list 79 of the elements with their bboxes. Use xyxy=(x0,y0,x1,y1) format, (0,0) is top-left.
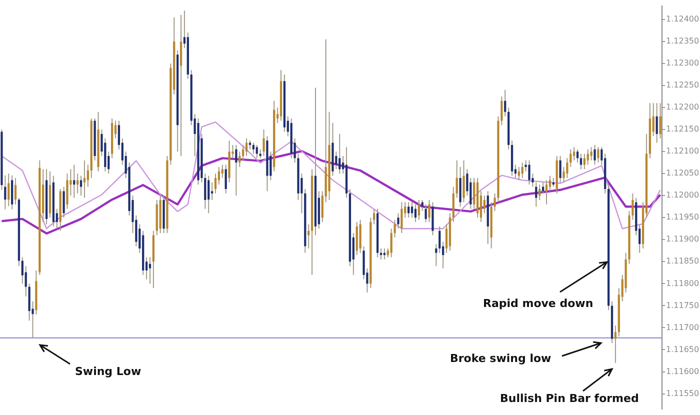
y-tick-label: 1.12250 xyxy=(666,80,700,90)
y-tick-label: 1.12150 xyxy=(666,124,700,134)
candlestick xyxy=(338,133,341,174)
candlestick xyxy=(456,160,458,198)
candlestick xyxy=(583,153,586,170)
candlestick xyxy=(83,160,86,198)
candlestick xyxy=(390,228,392,258)
y-tick-label: 1.11600 xyxy=(666,366,700,376)
candlestick xyxy=(242,144,244,161)
candlestick xyxy=(580,153,582,170)
candlestick xyxy=(590,146,592,161)
candlestick xyxy=(597,146,600,164)
candlestick xyxy=(656,102,658,144)
candlestick xyxy=(221,164,224,178)
candlestick xyxy=(462,160,465,203)
candlestick xyxy=(594,144,596,166)
candlestick xyxy=(418,200,420,220)
candlestick xyxy=(14,177,17,205)
annotation: Swing Low xyxy=(75,365,142,378)
candlestick xyxy=(208,175,210,214)
annotation: Broke swing low xyxy=(450,352,552,365)
candlestick xyxy=(76,173,79,194)
candlestick xyxy=(414,204,417,223)
y-tick-label: 1.11750 xyxy=(666,300,700,310)
candlestick xyxy=(573,146,576,161)
candlestick xyxy=(586,148,589,166)
candlestick xyxy=(473,177,476,210)
candlestick xyxy=(21,256,24,284)
y-tick-label: 1.11800 xyxy=(666,278,700,288)
annotation: Bullish Pin Bar formed xyxy=(500,392,639,405)
y-tick-label: 1.12300 xyxy=(666,58,700,68)
y-tick-label: 1.11900 xyxy=(666,234,700,244)
y-tick-label: 1.11650 xyxy=(666,344,700,354)
candlestick xyxy=(400,202,403,234)
candlestick xyxy=(424,204,427,223)
candlestick xyxy=(535,182,538,208)
candlestick xyxy=(559,155,562,183)
annotation: Rapid move down xyxy=(483,297,594,310)
candlestick xyxy=(614,325,617,364)
y-tick-label: 1.11850 xyxy=(666,256,700,266)
candlestick xyxy=(659,102,662,139)
candlestick xyxy=(518,166,520,181)
candlestick xyxy=(538,184,541,201)
candlestick xyxy=(483,195,486,214)
candlestick xyxy=(8,173,10,207)
candlestick xyxy=(528,160,530,186)
candlestick xyxy=(86,164,89,188)
candlestick xyxy=(210,182,214,201)
candlestick xyxy=(238,151,241,168)
candlestick xyxy=(245,138,248,156)
candlestick xyxy=(470,177,472,210)
candlestick xyxy=(252,142,254,154)
y-tick-label: 1.12050 xyxy=(666,168,700,178)
candlestick xyxy=(548,175,552,192)
y-tick-label: 1.11950 xyxy=(666,212,700,222)
y-tick-label: 1.12400 xyxy=(666,14,700,24)
candlestick xyxy=(214,173,217,194)
candlestick xyxy=(224,164,227,194)
candlestick xyxy=(504,89,506,117)
candlestick xyxy=(545,180,548,205)
y-tick-label: 1.12000 xyxy=(666,190,700,200)
candlestick xyxy=(80,175,82,196)
candlestick xyxy=(148,256,152,284)
y-tick-label: 1.11550 xyxy=(666,388,700,398)
y-tick-label: 1.12200 xyxy=(666,102,700,112)
candlestick xyxy=(218,166,220,186)
y-tick-label: 1.12100 xyxy=(666,146,700,156)
candlestick xyxy=(373,208,376,225)
candlestick xyxy=(435,244,438,267)
candlestick xyxy=(256,144,258,159)
candlestick xyxy=(521,162,524,178)
candlestick xyxy=(438,226,441,254)
y-tick-label: 1.11700 xyxy=(666,322,700,332)
candlestick xyxy=(576,148,579,164)
candlestick xyxy=(73,164,76,198)
candlestick xyxy=(410,202,414,218)
y-tick-label: 1.12350 xyxy=(666,36,700,46)
candlestick xyxy=(235,144,238,196)
candlestick xyxy=(408,202,410,218)
